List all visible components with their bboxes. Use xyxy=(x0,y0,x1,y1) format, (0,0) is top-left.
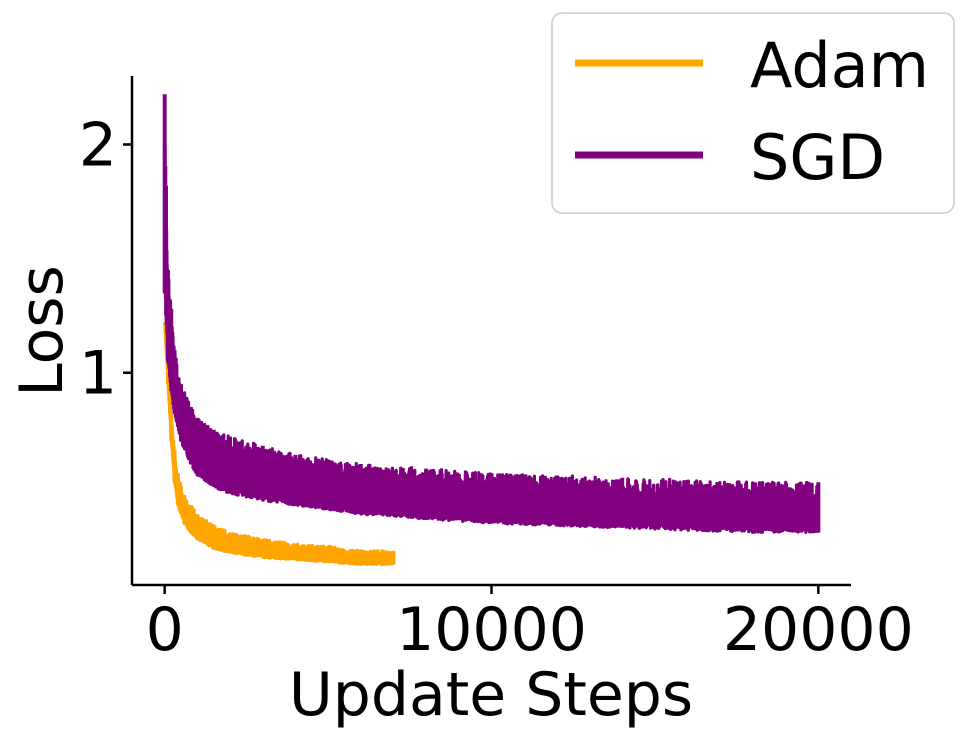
legend-label-adam: Adam xyxy=(750,29,929,102)
series-sgd-band xyxy=(163,118,820,534)
y-axis-label: Loss xyxy=(7,265,77,397)
y-ticks: 12 xyxy=(79,110,132,409)
x-ticks: 0 10000 20000 xyxy=(146,585,914,665)
legend: Adam SGD xyxy=(551,12,955,214)
x-tick-label: 20000 xyxy=(723,595,914,665)
legend-label-sgd: SGD xyxy=(750,121,885,194)
x-tick-label: 10000 xyxy=(396,595,587,665)
y-tick-label: 1 xyxy=(79,339,117,409)
x-tick-label: 0 xyxy=(146,595,184,665)
x-axis-label: Update Steps xyxy=(289,660,693,730)
y-tick-label: 2 xyxy=(79,110,117,180)
plot-data xyxy=(162,94,821,566)
